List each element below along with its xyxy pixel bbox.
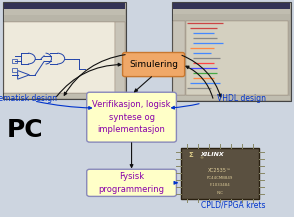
- FancyBboxPatch shape: [4, 15, 125, 21]
- FancyBboxPatch shape: [173, 3, 290, 9]
- Text: PC: PC: [7, 118, 43, 142]
- Text: VHDL design: VHDL design: [217, 94, 265, 103]
- FancyBboxPatch shape: [173, 14, 290, 20]
- FancyBboxPatch shape: [87, 169, 176, 196]
- FancyBboxPatch shape: [172, 2, 291, 101]
- Text: F:1033484: F:1033484: [209, 183, 230, 187]
- FancyBboxPatch shape: [4, 94, 125, 98]
- Text: INC: INC: [216, 191, 223, 195]
- Text: PC44CMB849: PC44CMB849: [207, 176, 233, 180]
- Text: CPLD/FPGA krets: CPLD/FPGA krets: [201, 201, 266, 210]
- FancyBboxPatch shape: [4, 22, 115, 93]
- Text: XC2535™: XC2535™: [208, 168, 232, 173]
- FancyBboxPatch shape: [4, 3, 125, 9]
- FancyBboxPatch shape: [186, 21, 288, 95]
- FancyBboxPatch shape: [173, 9, 290, 14]
- Text: Verifikasjon, logisk
syntese og
implementasjon: Verifikasjon, logisk syntese og implemen…: [92, 100, 171, 134]
- FancyBboxPatch shape: [115, 22, 125, 93]
- Text: ®: ®: [200, 156, 204, 160]
- Text: Simulering: Simulering: [129, 60, 178, 69]
- FancyBboxPatch shape: [3, 2, 126, 99]
- FancyBboxPatch shape: [12, 68, 17, 72]
- FancyBboxPatch shape: [12, 59, 17, 63]
- Text: Fysisk
programmering: Fysisk programmering: [98, 172, 165, 194]
- FancyBboxPatch shape: [4, 9, 125, 15]
- Text: XILINX: XILINX: [200, 151, 224, 157]
- FancyBboxPatch shape: [173, 96, 290, 100]
- FancyBboxPatch shape: [123, 53, 185, 77]
- Text: Σ: Σ: [188, 151, 193, 158]
- FancyBboxPatch shape: [173, 21, 185, 95]
- Text: Skjematisk design: Skjematisk design: [0, 94, 57, 103]
- FancyBboxPatch shape: [181, 148, 259, 199]
- FancyBboxPatch shape: [87, 92, 176, 142]
